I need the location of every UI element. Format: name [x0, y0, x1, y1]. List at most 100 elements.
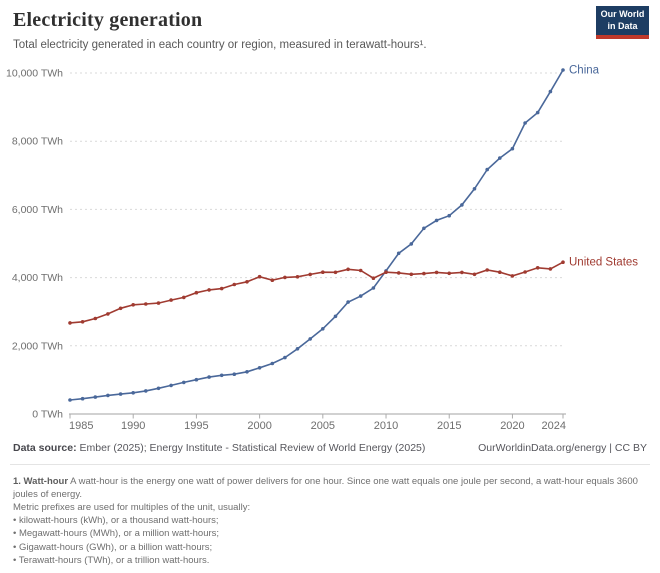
data-point[interactable] [93, 395, 98, 399]
line-chart: 0 TWh 2,000 TWh 4,000 TWh 6,000 TWh 8,000 TW… [6, 65, 638, 432]
data-point[interactable] [207, 375, 211, 379]
data-point[interactable] [409, 272, 414, 277]
data-point[interactable] [219, 373, 224, 378]
series-line-china[interactable] [69, 69, 564, 401]
license-link[interactable]: OurWorldinData.org/energy | CC BY [478, 442, 647, 454]
data-point[interactable] [169, 383, 173, 388]
data-point[interactable] [245, 370, 249, 374]
data-point[interactable] [283, 355, 287, 360]
series-label-china[interactable]: China [569, 65, 600, 77]
data-point[interactable] [295, 347, 300, 351]
data-point[interactable] [396, 251, 401, 256]
data-point[interactable] [510, 146, 515, 151]
data-point[interactable] [182, 380, 186, 385]
data-point[interactable] [447, 271, 452, 276]
data-point[interactable] [131, 303, 135, 307]
data-point[interactable] [106, 393, 110, 398]
data-point[interactable] [523, 121, 527, 125]
data-point[interactable] [510, 274, 515, 278]
data-point[interactable] [396, 271, 401, 275]
y-axis-tick-label: 8,000 TWh [12, 136, 63, 148]
data-point[interactable] [561, 260, 565, 264]
data-source[interactable]: Data source: Ember (2025); Energy Instit… [13, 442, 426, 454]
series-line-united-states[interactable] [69, 261, 564, 324]
y-axis-tick-label: 4,000 TWh [12, 272, 63, 284]
data-point[interactable] [472, 187, 477, 191]
x-axis-tick-label: 1995 [184, 420, 208, 432]
data-point[interactable] [485, 268, 490, 272]
data-point[interactable] [80, 320, 85, 324]
data-point[interactable] [346, 300, 350, 304]
data-point[interactable] [409, 242, 414, 246]
data-point[interactable] [498, 270, 502, 274]
data-point[interactable] [106, 312, 110, 316]
series-label-united-states[interactable]: United States [569, 257, 638, 269]
series-china[interactable]: China [68, 65, 600, 402]
data-point[interactable] [308, 337, 313, 341]
data-point[interactable] [358, 294, 363, 298]
footer-divider [10, 464, 650, 465]
data-point[interactable] [270, 361, 275, 366]
data-point[interactable] [321, 327, 325, 331]
chart-subtitle: Total electricity generated in each coun… [13, 39, 427, 51]
data-point[interactable] [371, 276, 376, 280]
data-point[interactable] [384, 270, 388, 274]
data-point[interactable] [523, 270, 527, 274]
data-point[interactable] [270, 278, 275, 282]
data-point[interactable] [447, 213, 452, 218]
data-point[interactable] [232, 282, 237, 287]
data-point[interactable] [548, 267, 553, 271]
data-point[interactable] [498, 156, 502, 160]
data-point[interactable] [68, 398, 72, 402]
data-point[interactable] [535, 110, 540, 115]
data-point[interactable] [93, 316, 98, 321]
page-title: Electricity generation [13, 9, 203, 31]
data-point[interactable] [144, 389, 148, 393]
data-point[interactable] [80, 396, 85, 401]
data-point[interactable] [118, 392, 123, 396]
data-point[interactable] [485, 167, 490, 172]
data-point[interactable] [232, 372, 237, 377]
data-point[interactable] [321, 270, 325, 274]
data-point[interactable] [156, 301, 161, 305]
data-point[interactable] [182, 295, 186, 300]
data-point[interactable] [460, 270, 464, 275]
data-point[interactable] [422, 226, 426, 231]
series-united-states[interactable]: United States [68, 257, 638, 325]
data-point[interactable] [333, 314, 338, 319]
data-point[interactable] [346, 267, 350, 272]
data-point[interactable] [194, 290, 199, 295]
data-point[interactable] [535, 266, 540, 270]
data-point[interactable] [308, 272, 313, 277]
data-point[interactable] [358, 268, 363, 273]
data-point[interactable] [422, 271, 426, 276]
data-point[interactable] [118, 306, 123, 311]
owid-logo[interactable]: Our World in Data [596, 6, 649, 39]
data-point[interactable] [283, 275, 287, 280]
x-axis-tick-label: 2020 [500, 420, 524, 432]
data-point[interactable] [257, 366, 262, 370]
footnote-watt-hour: 1. Watt-hour A watt-hour is the energy o… [13, 476, 638, 501]
data-point[interactable] [144, 302, 148, 306]
data-point[interactable] [257, 274, 262, 279]
data-point[interactable] [156, 386, 161, 391]
data-point[interactable] [68, 321, 72, 325]
data-point[interactable] [194, 377, 199, 382]
data-point[interactable] [548, 89, 553, 94]
x-axis-tick-label: 2000 [247, 420, 271, 432]
x-axis-tick-label: 1985 [69, 420, 93, 432]
data-point[interactable] [169, 298, 173, 302]
data-point[interactable] [561, 68, 565, 72]
data-point[interactable] [333, 270, 338, 275]
data-point[interactable] [131, 391, 135, 395]
data-point[interactable] [460, 203, 464, 207]
data-point[interactable] [371, 286, 376, 290]
data-point[interactable] [434, 218, 439, 223]
data-point[interactable] [245, 280, 249, 284]
data-point[interactable] [219, 286, 224, 291]
data-point[interactable] [207, 288, 211, 292]
data-point[interactable] [472, 272, 477, 277]
data-point[interactable] [434, 270, 439, 275]
data-point[interactable] [295, 275, 300, 279]
